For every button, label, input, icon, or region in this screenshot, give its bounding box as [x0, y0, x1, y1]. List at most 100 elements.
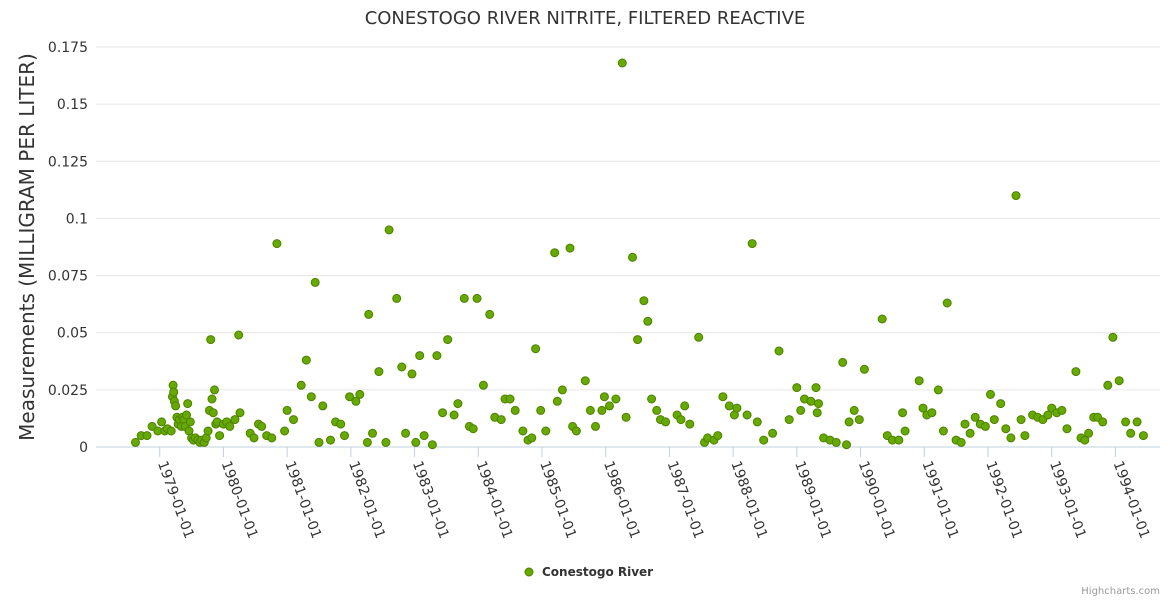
- data-point[interactable]: [591, 421, 600, 431]
- data-point[interactable]: [432, 351, 442, 361]
- data-point[interactable]: [661, 417, 671, 427]
- data-point[interactable]: [898, 408, 908, 418]
- data-point[interactable]: [272, 239, 282, 249]
- data-point[interactable]: [854, 415, 864, 425]
- data-point[interactable]: [1103, 380, 1113, 390]
- data-point[interactable]: [207, 394, 217, 404]
- data-point[interactable]: [557, 385, 567, 395]
- data-point[interactable]: [694, 332, 704, 342]
- data-point[interactable]: [169, 387, 179, 397]
- data-point[interactable]: [942, 298, 952, 308]
- data-point[interactable]: [257, 421, 267, 431]
- data-point[interactable]: [314, 437, 324, 447]
- data-point[interactable]: [605, 401, 614, 411]
- data-point[interactable]: [468, 424, 478, 434]
- data-point[interactable]: [844, 417, 854, 427]
- data-point[interactable]: [713, 431, 723, 441]
- data-point[interactable]: [1098, 417, 1108, 427]
- data-point[interactable]: [1114, 376, 1124, 386]
- data-point[interactable]: [1108, 332, 1118, 342]
- data-point[interactable]: [1001, 424, 1011, 434]
- data-point[interactable]: [831, 437, 841, 447]
- data-point[interactable]: [438, 408, 448, 418]
- data-point[interactable]: [230, 415, 240, 425]
- data-point[interactable]: [157, 417, 167, 427]
- data-point[interactable]: [449, 410, 459, 420]
- data-point[interactable]: [536, 405, 546, 415]
- data-point[interactable]: [986, 389, 995, 399]
- data-point[interactable]: [1080, 435, 1090, 445]
- data-point[interactable]: [362, 437, 372, 447]
- data-point[interactable]: [427, 440, 437, 450]
- data-point[interactable]: [938, 426, 948, 436]
- data-point[interactable]: [235, 408, 245, 418]
- data-point[interactable]: [894, 435, 904, 445]
- data-point[interactable]: [478, 380, 488, 390]
- data-point[interactable]: [453, 399, 463, 409]
- data-point[interactable]: [340, 431, 349, 441]
- data-point[interactable]: [806, 396, 816, 406]
- data-point[interactable]: [289, 415, 298, 425]
- data-point[interactable]: [345, 392, 355, 402]
- data-point[interactable]: [732, 403, 742, 413]
- data-point[interactable]: [792, 383, 802, 393]
- data-point[interactable]: [182, 410, 191, 420]
- data-point[interactable]: [643, 316, 653, 326]
- data-point[interactable]: [859, 364, 869, 374]
- data-point[interactable]: [980, 421, 990, 431]
- data-point[interactable]: [541, 426, 551, 436]
- data-point[interactable]: [571, 426, 581, 436]
- data-point[interactable]: [918, 403, 928, 413]
- data-point[interactable]: [718, 392, 728, 402]
- data-point[interactable]: [611, 394, 621, 404]
- data-point[interactable]: [225, 421, 235, 431]
- credits-link[interactable]: Highcharts.com: [1081, 586, 1160, 597]
- data-point[interactable]: [599, 392, 609, 402]
- data-point[interactable]: [1138, 431, 1148, 441]
- data-point[interactable]: [306, 392, 316, 402]
- data-point[interactable]: [676, 415, 686, 425]
- data-point[interactable]: [210, 385, 219, 395]
- data-point[interactable]: [147, 421, 157, 431]
- data-point[interactable]: [639, 296, 649, 306]
- data-point[interactable]: [531, 344, 541, 354]
- data-point[interactable]: [443, 335, 453, 345]
- data-point[interactable]: [215, 431, 225, 441]
- data-point[interactable]: [647, 394, 657, 404]
- data-point[interactable]: [774, 346, 784, 356]
- data-point[interactable]: [364, 309, 374, 319]
- data-point[interactable]: [996, 399, 1006, 409]
- data-point[interactable]: [234, 330, 244, 340]
- data-point[interactable]: [628, 252, 637, 262]
- data-point[interactable]: [796, 405, 806, 415]
- data-point[interactable]: [1006, 433, 1016, 443]
- data-point[interactable]: [267, 433, 277, 443]
- data-point[interactable]: [617, 58, 627, 68]
- data-point[interactable]: [401, 428, 411, 438]
- data-point[interactable]: [1132, 417, 1142, 427]
- data-point[interactable]: [685, 419, 695, 429]
- data-point[interactable]: [496, 415, 506, 425]
- data-point[interactable]: [166, 426, 176, 436]
- data-point[interactable]: [374, 367, 384, 377]
- data-point[interactable]: [407, 369, 417, 379]
- data-point[interactable]: [633, 335, 643, 345]
- data-point[interactable]: [742, 410, 752, 420]
- data-point[interactable]: [1121, 417, 1131, 427]
- data-point[interactable]: [550, 248, 560, 258]
- data-point[interactable]: [1020, 431, 1030, 441]
- data-point[interactable]: [282, 405, 292, 415]
- data-point[interactable]: [280, 426, 290, 436]
- data-point[interactable]: [183, 399, 193, 409]
- data-point[interactable]: [1016, 415, 1026, 425]
- data-point[interactable]: [318, 401, 328, 411]
- data-point[interactable]: [171, 401, 181, 411]
- data-point[interactable]: [1071, 367, 1081, 377]
- data-point[interactable]: [752, 417, 762, 427]
- data-point[interactable]: [368, 428, 377, 438]
- data-point[interactable]: [208, 408, 218, 418]
- data-point[interactable]: [565, 243, 575, 253]
- data-point[interactable]: [203, 426, 213, 436]
- data-point[interactable]: [960, 419, 970, 429]
- data-point[interactable]: [965, 428, 975, 438]
